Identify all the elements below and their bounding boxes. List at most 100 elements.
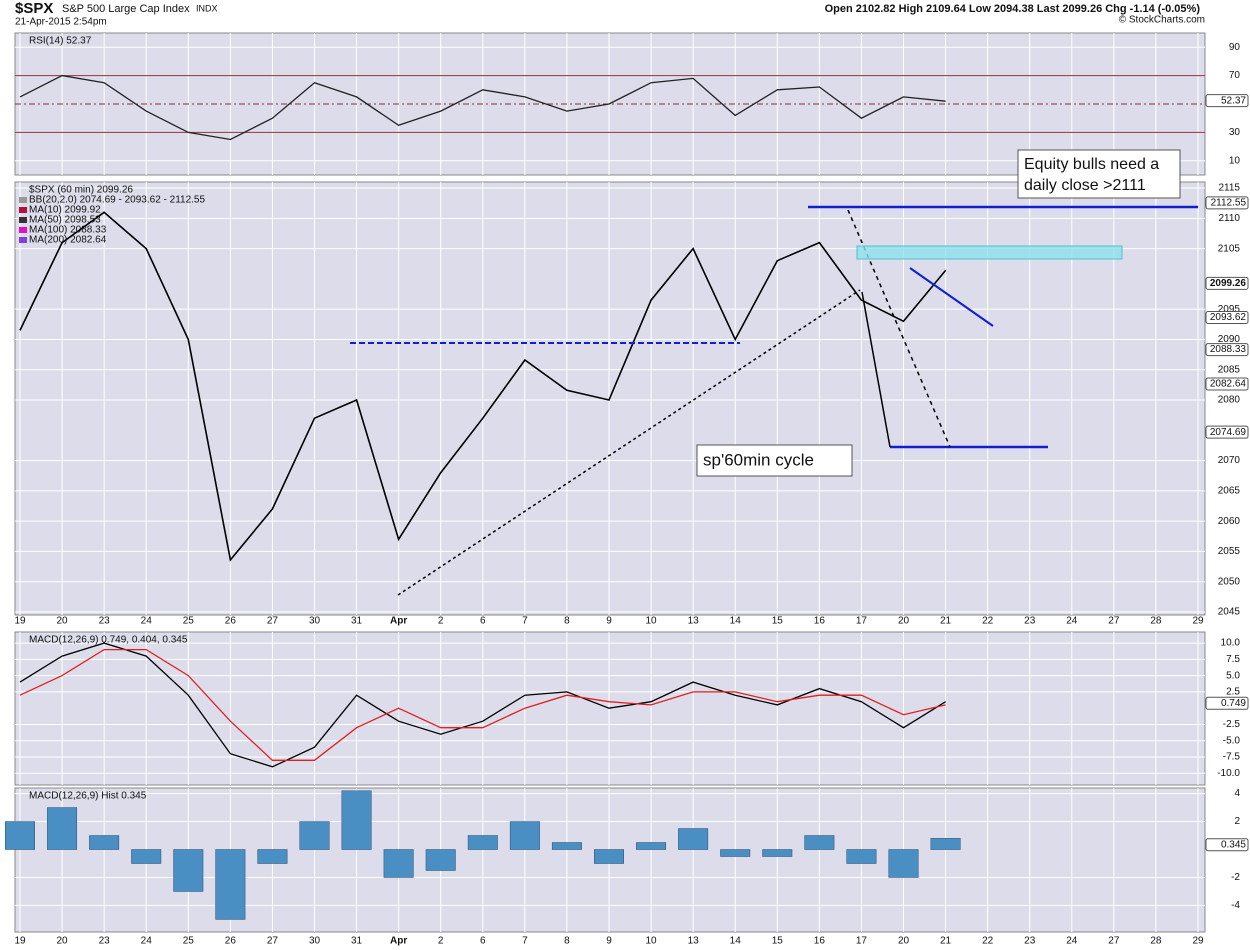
hist-bar — [173, 849, 204, 892]
timestamp: 21-Apr-2015 2:54pm — [15, 17, 107, 28]
x-tick-label: 7 — [522, 936, 528, 947]
legend-text: MA(100) 2088.33 — [29, 225, 107, 236]
series-line — [19, 211, 947, 562]
x-tick-label: 25 — [183, 936, 195, 947]
x-tick-label: 30 — [309, 616, 321, 627]
x-tick-label: 17 — [856, 936, 868, 947]
hist-bar — [636, 842, 667, 850]
trend-line — [909, 267, 994, 327]
hist-bar — [551, 842, 582, 850]
hist-bar — [47, 807, 78, 850]
y-tick-label: 7.5 — [1226, 654, 1240, 665]
hist-bar — [425, 849, 456, 871]
x-tick-label: 21 — [940, 936, 952, 947]
panel-title: MACD(12,26,9) Hist 0.345 — [29, 791, 147, 802]
x-tick-label: 15 — [772, 616, 784, 627]
panel-title: $SPX (60 min) 2099.26 — [29, 185, 133, 196]
x-tick-label: 16 — [814, 936, 826, 947]
x-tick-label: 14 — [730, 616, 742, 627]
hist-bar — [299, 821, 330, 850]
y-tick-label: 4 — [1234, 788, 1240, 799]
x-tick-label: 20 — [898, 616, 910, 627]
x-tick-label: 19 — [14, 936, 26, 947]
y-tick-label: 2060 — [1218, 516, 1241, 527]
y-tick-label: 2085 — [1218, 364, 1241, 375]
x-tick-label: 23 — [99, 936, 111, 947]
legend-text: MA(200) 2082.64 — [29, 235, 107, 246]
legend-swatch — [19, 207, 27, 213]
hist-bar — [930, 838, 961, 850]
hist-bar — [383, 849, 414, 878]
resistance-zone — [856, 245, 1123, 260]
value-marker — [1205, 311, 1249, 325]
x-tick-label: 8 — [564, 616, 570, 627]
y-tick-label: 90 — [1229, 42, 1241, 53]
y-tick-label: 2095 — [1218, 304, 1241, 315]
hist-bar — [89, 835, 120, 850]
exchange: INDX — [196, 3, 218, 13]
y-tick-label: 2090 — [1218, 334, 1241, 345]
y-tick-label: -5.0 — [1223, 735, 1241, 746]
trend-line — [861, 291, 891, 448]
series-line — [19, 74, 946, 141]
value-marker — [1205, 94, 1249, 108]
y-tick-label: -10.0 — [1217, 768, 1240, 779]
x-tick-label: 24 — [141, 936, 153, 947]
x-tick-label: 24 — [1066, 616, 1078, 627]
y-tick-label: -2 — [1231, 872, 1240, 883]
hist-bar — [720, 849, 751, 857]
x-tick-label: 27 — [1108, 616, 1120, 627]
x-tick-label: 21 — [940, 616, 952, 627]
x-tick-label: 15 — [772, 936, 784, 947]
annotation: sp'60min cycle — [703, 450, 814, 469]
hist-bar — [846, 849, 877, 864]
y-tick-label: 10.0 — [1221, 638, 1241, 649]
x-tick-label: 27 — [1108, 936, 1120, 947]
value-marker — [1205, 696, 1249, 710]
legend-text: MA(10) 2099.92 — [29, 205, 101, 216]
y-tick-label: 2070 — [1218, 455, 1241, 466]
panel-title: RSI(14) 52.37 — [29, 36, 92, 47]
x-tick-label: 28 — [1150, 616, 1162, 627]
x-tick-label: 30 — [309, 936, 321, 947]
x-tick-label: 6 — [480, 616, 486, 627]
hist-bar — [509, 821, 540, 850]
x-tick-label: 29 — [1192, 936, 1204, 947]
annotation: daily close >2111 — [1024, 177, 1146, 194]
x-tick-label: 8 — [564, 936, 570, 947]
y-tick-label: -4 — [1231, 900, 1240, 911]
value-marker-label: 2074.69 — [1210, 427, 1247, 438]
hist-bar — [888, 849, 919, 878]
y-tick-label: -2.5 — [1223, 719, 1241, 730]
x-tick-label: 26 — [225, 936, 237, 947]
hist-bar — [257, 849, 288, 864]
value-marker — [1205, 838, 1249, 852]
y-tick-label: 2110 — [1218, 213, 1240, 224]
series-line — [19, 648, 946, 761]
x-tick-label: 9 — [606, 936, 612, 947]
index-name: S&P 500 Large Cap Index — [62, 3, 190, 15]
symbol: $SPX — [15, 0, 53, 17]
hist-bar — [215, 849, 246, 920]
x-tick-label: 13 — [688, 936, 700, 947]
legend-swatch — [19, 227, 27, 233]
hist-bar — [762, 849, 793, 857]
hist-bar — [131, 849, 162, 864]
x-tick-label: 22 — [982, 616, 994, 627]
x-tick-label: 27 — [267, 936, 279, 947]
x-tick-label: 31 — [351, 616, 363, 627]
value-marker-label: 2093.62 — [1210, 312, 1247, 323]
panel-title: MACD(12,26,9) 0.749, 0.404, 0.345 — [29, 635, 188, 646]
x-tick-label: 16 — [814, 616, 826, 627]
value-marker — [1205, 343, 1249, 357]
y-tick-label: 2080 — [1218, 395, 1241, 406]
x-tick-label: 25 — [183, 616, 195, 627]
x-tick-label: 24 — [1066, 936, 1078, 947]
value-marker — [1205, 276, 1249, 290]
y-tick-label: -7.5 — [1223, 752, 1241, 763]
y-tick-label: 30 — [1229, 127, 1241, 138]
x-tick-label: Apr — [390, 616, 407, 627]
x-tick-label: Apr — [390, 936, 407, 947]
y-tick-label: 2065 — [1218, 485, 1241, 496]
